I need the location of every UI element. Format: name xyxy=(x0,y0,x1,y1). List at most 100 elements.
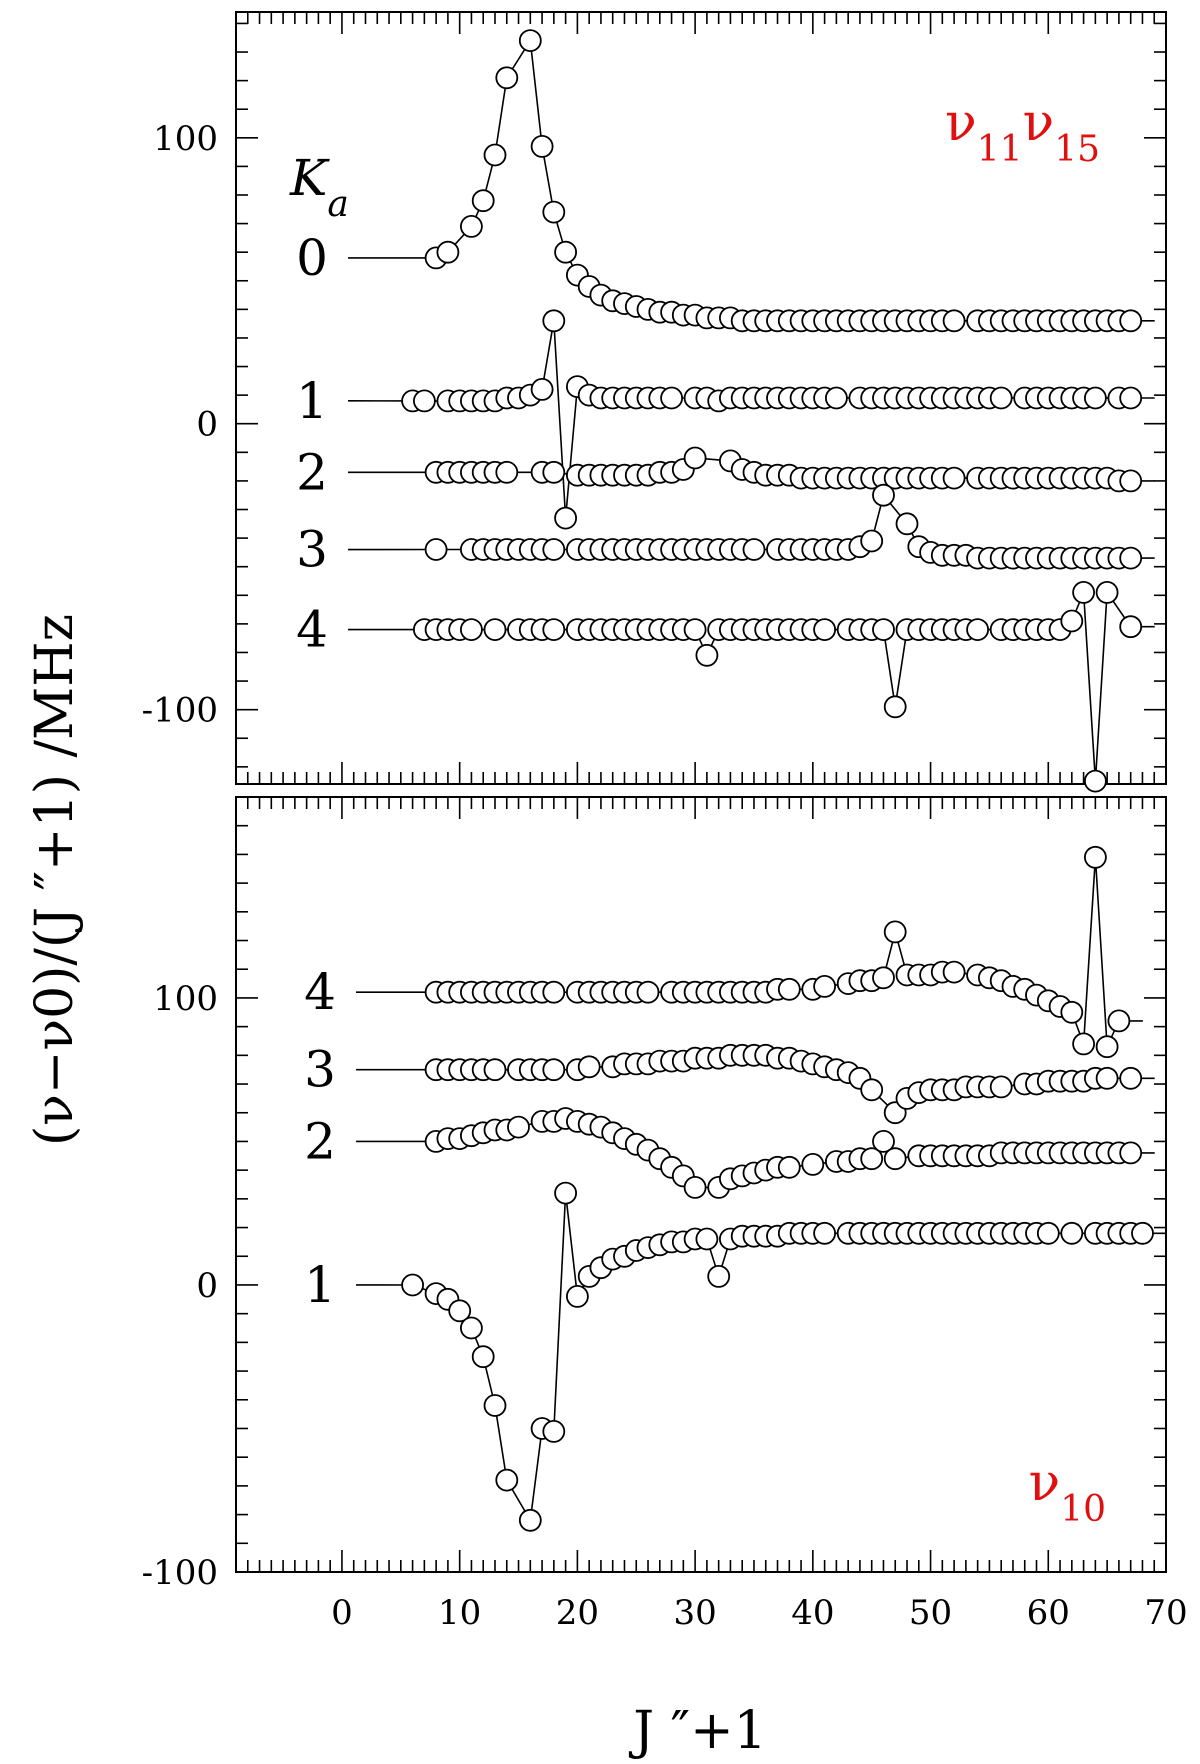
data-point xyxy=(883,1147,907,1171)
data-point xyxy=(542,1420,566,1443)
data-point xyxy=(707,1265,731,1288)
data-point xyxy=(872,966,895,990)
data-point xyxy=(1060,1000,1084,1024)
data-point xyxy=(1084,386,1107,410)
series-label: 0 xyxy=(296,229,328,287)
data-point xyxy=(1095,1035,1119,1059)
x-tick-label: 40 xyxy=(791,1593,834,1633)
data-point xyxy=(1095,1066,1119,1090)
data-point xyxy=(577,1055,601,1079)
series-top-ka-4: 4 xyxy=(296,581,1155,793)
data-point xyxy=(683,618,707,641)
series-bottom-ka-4: 4 xyxy=(304,845,1143,1059)
series-label: 2 xyxy=(296,443,328,501)
data-point xyxy=(495,460,519,484)
data-point xyxy=(1119,469,1143,493)
data-point xyxy=(1119,386,1143,410)
data-point xyxy=(860,1147,884,1171)
data-point xyxy=(966,618,989,641)
data-point xyxy=(813,1221,836,1245)
series-bottom-ka-1: 1 xyxy=(304,1181,1166,1532)
top-y-ticks xyxy=(236,22,1166,768)
data-point xyxy=(471,1345,495,1369)
series-line xyxy=(355,857,1143,1048)
data-point xyxy=(825,386,848,410)
data-point xyxy=(436,240,460,264)
series-label: 3 xyxy=(304,1041,336,1099)
data-point xyxy=(507,1115,530,1139)
series-top-ka-0: 0 xyxy=(296,29,1155,333)
y-axis-label: (ν−ν0)/(J ″+1) /MHz xyxy=(25,614,85,1146)
data-point xyxy=(518,1508,542,1532)
data-point xyxy=(542,538,566,561)
x-tick-label: 60 xyxy=(1027,1593,1070,1633)
series-top-ka-1: 1 xyxy=(296,309,1155,530)
data-point xyxy=(459,214,483,238)
x-tick-label: 20 xyxy=(556,1593,599,1633)
series-label: 4 xyxy=(296,601,328,659)
series-top-ka-3: 3 xyxy=(296,483,1155,579)
data-point xyxy=(1107,1009,1131,1033)
data-point xyxy=(942,466,966,490)
data-point xyxy=(1060,609,1084,633)
data-point xyxy=(989,386,1013,410)
data-point xyxy=(448,1299,472,1323)
data-point xyxy=(1119,615,1143,639)
bottom-y-tick-label: 0 xyxy=(196,1266,218,1306)
series-label: 4 xyxy=(304,963,336,1021)
data-point xyxy=(801,1153,825,1176)
data-point xyxy=(554,506,577,530)
data-point xyxy=(942,309,966,333)
series-bottom-ka-2: 2 xyxy=(304,1107,1155,1199)
series-bottom-ka-3: 3 xyxy=(304,1041,1155,1125)
top-y-tick-label: -100 xyxy=(142,691,218,731)
top-y-tick-label: 0 xyxy=(196,405,218,445)
data-point xyxy=(1084,845,1107,869)
data-point xyxy=(401,1273,425,1297)
data-point xyxy=(459,1316,483,1340)
series-label: 3 xyxy=(296,521,328,579)
data-point xyxy=(483,143,507,167)
data-point xyxy=(872,618,895,641)
data-point xyxy=(683,446,707,470)
data-point xyxy=(1119,1066,1143,1090)
series-label: 1 xyxy=(304,1256,336,1314)
data-point xyxy=(542,460,566,484)
data-point xyxy=(542,309,566,333)
data-point xyxy=(636,980,660,1004)
data-point xyxy=(777,1155,801,1179)
data-point xyxy=(895,512,919,536)
data-point xyxy=(860,529,884,553)
data-point xyxy=(530,134,554,158)
data-point xyxy=(1036,1221,1060,1245)
data-point xyxy=(530,377,554,401)
data-point xyxy=(883,920,907,944)
top-plot-frame xyxy=(235,11,1167,785)
data-point xyxy=(1072,1032,1095,1056)
data-point xyxy=(1131,1221,1154,1245)
data-point xyxy=(742,538,766,561)
data-point xyxy=(872,1130,895,1153)
data-point xyxy=(872,483,895,507)
data-point xyxy=(495,1468,519,1492)
data-point xyxy=(554,1181,577,1205)
data-point xyxy=(1119,1141,1143,1165)
bottom-plot-frame xyxy=(235,796,1167,1573)
data-point xyxy=(542,980,566,1004)
x-tick-label: 10 xyxy=(438,1593,481,1633)
series-top-ka-2: 2 xyxy=(296,443,1155,501)
data-point xyxy=(554,240,577,264)
data-point xyxy=(813,618,836,641)
data-point xyxy=(566,1285,589,1308)
x-tick-label: 70 xyxy=(1144,1593,1187,1633)
data-point xyxy=(813,975,836,998)
x-tick-label: 0 xyxy=(331,1593,353,1633)
series-line xyxy=(347,38,1155,322)
data-point xyxy=(471,189,495,213)
legend-header: Ka xyxy=(289,149,349,225)
data-point xyxy=(424,538,448,561)
x-tick-label: 50 xyxy=(909,1593,952,1633)
